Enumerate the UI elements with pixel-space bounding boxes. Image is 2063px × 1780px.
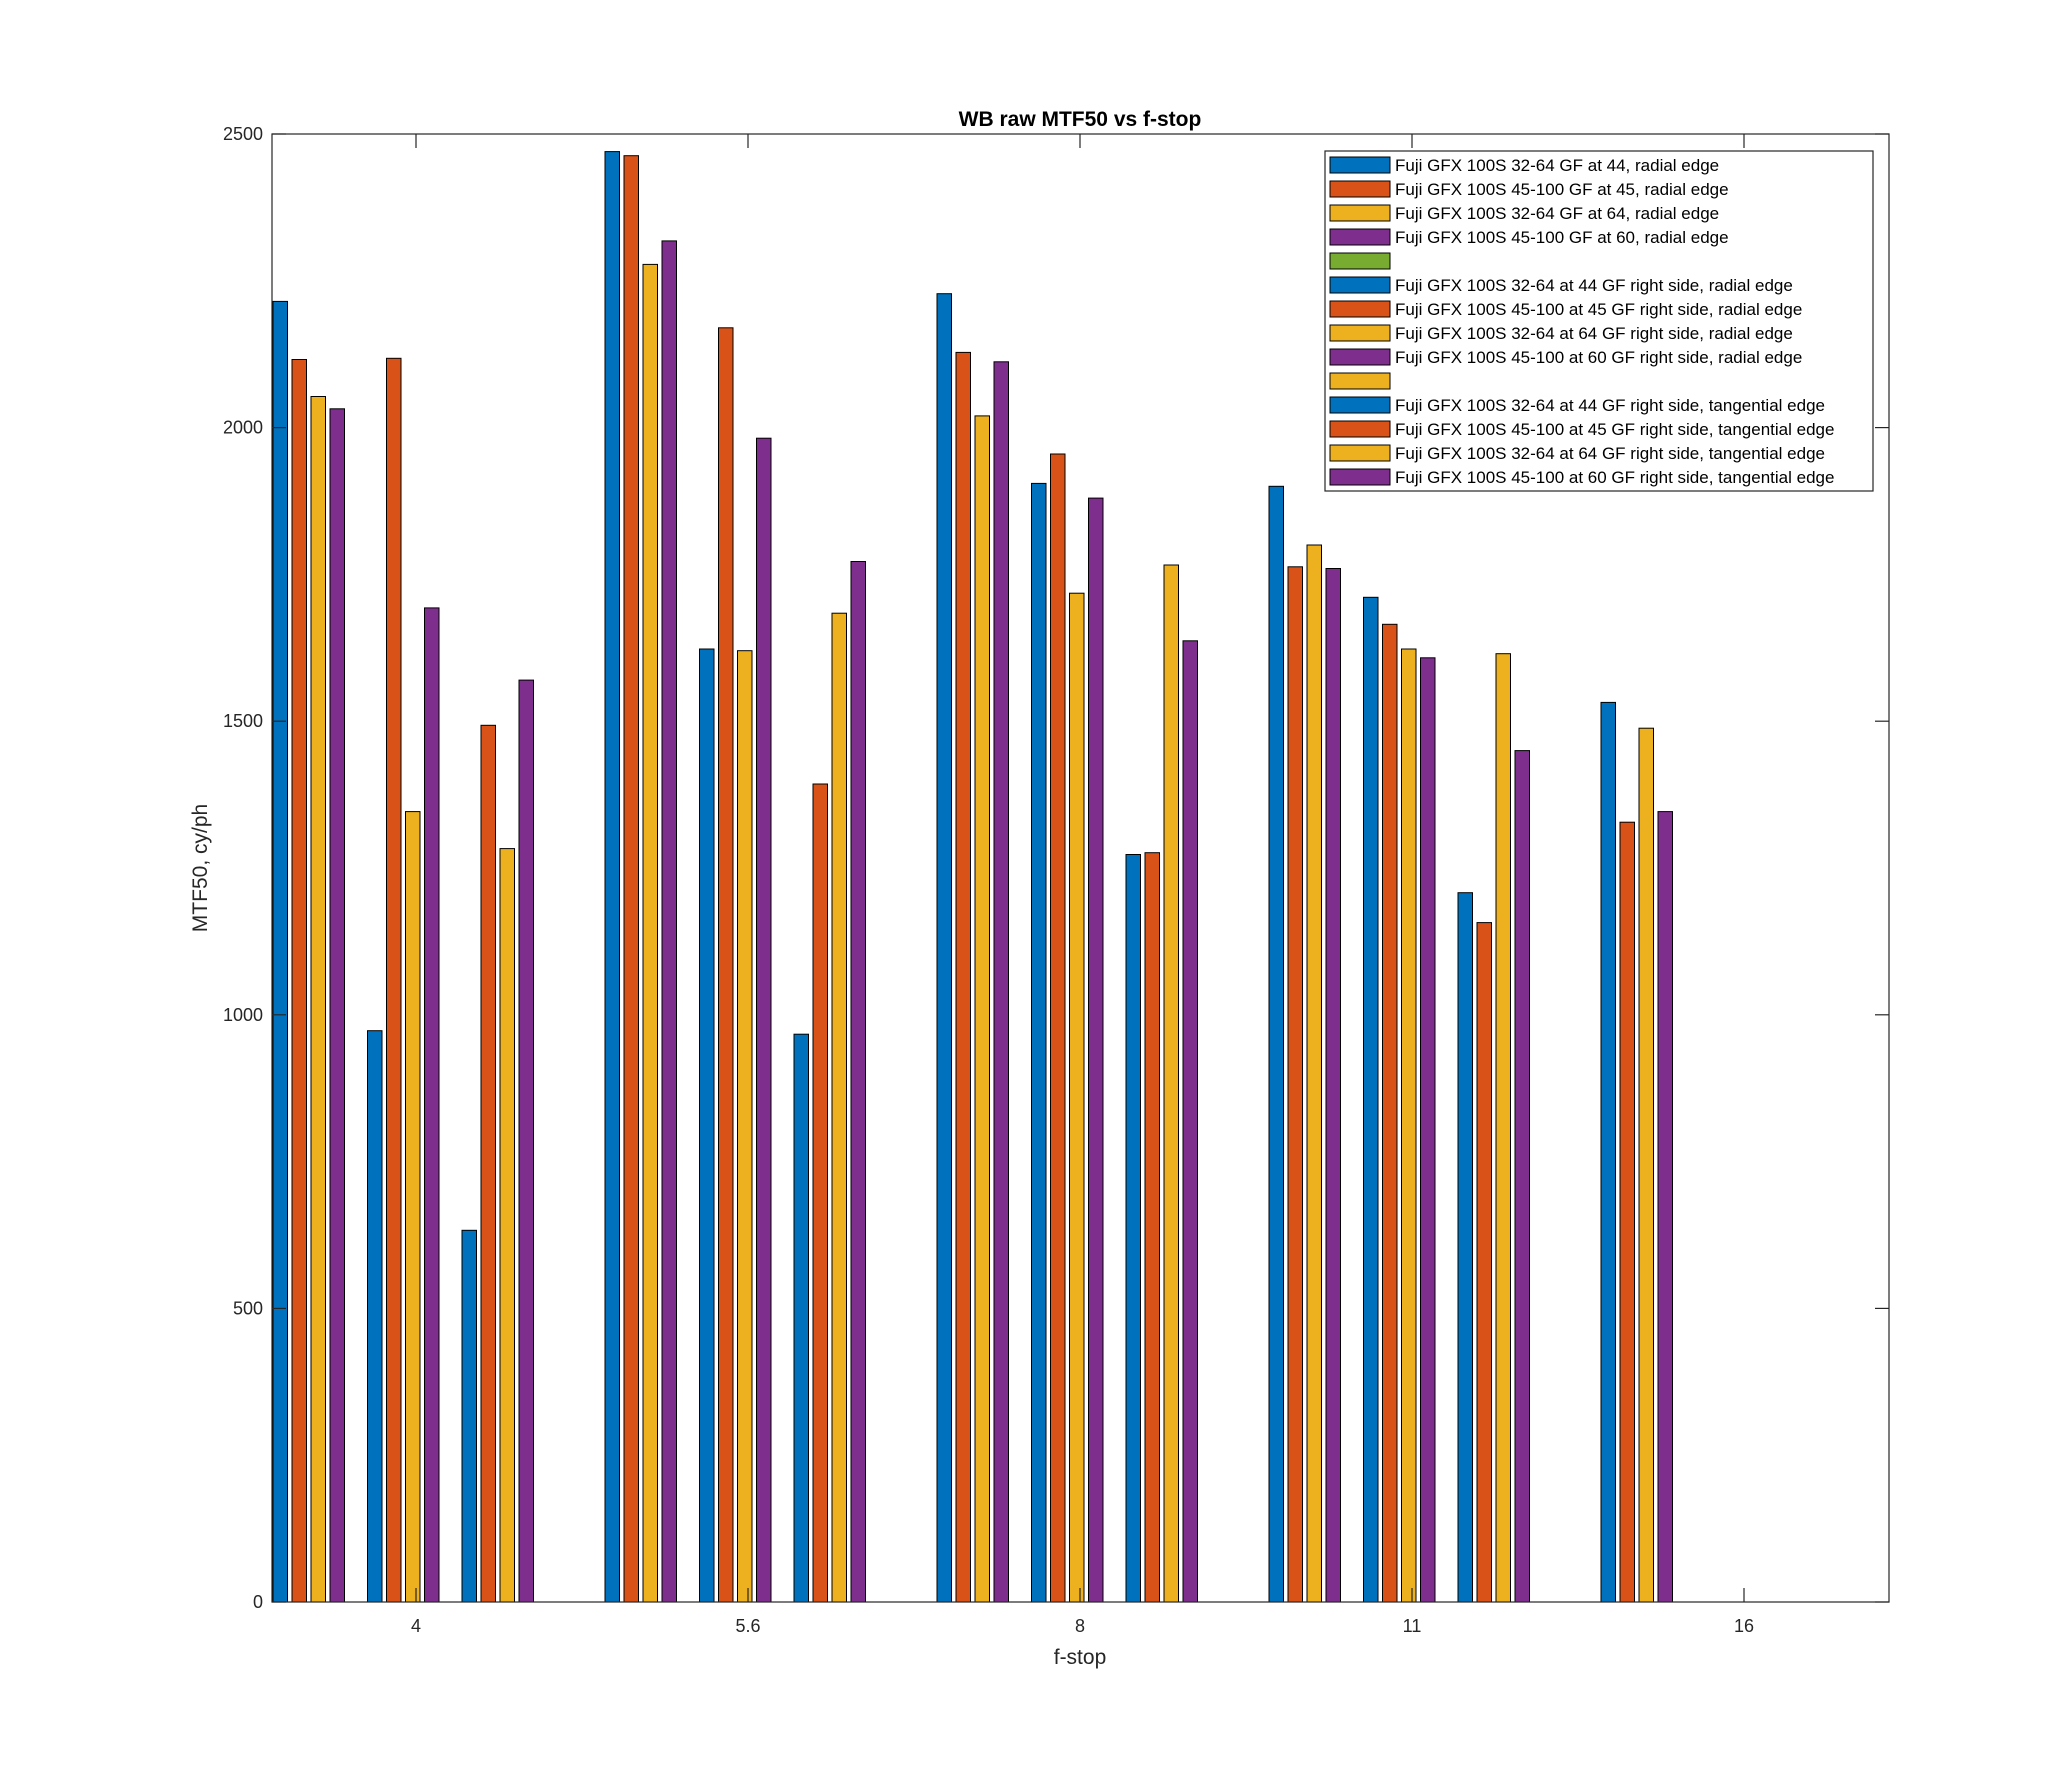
legend[interactable]: Fuji GFX 100S 32-64 GF at 44, radial edg… [1324, 150, 1874, 492]
bar [367, 1030, 383, 1603]
bar [1125, 854, 1141, 1603]
bar [1069, 592, 1085, 1603]
legend-swatch [1329, 180, 1391, 198]
x-tick-label: 5.6 [735, 1616, 760, 1636]
legend-swatch [1329, 156, 1391, 174]
bar [756, 437, 772, 1603]
bar [1306, 544, 1322, 1603]
y-tick-label: 1000 [223, 1005, 263, 1025]
bar [1088, 497, 1104, 1603]
legend-entry-label: Fuji GFX 100S 32-64 GF at 44, radial edg… [1395, 156, 1719, 175]
bar [310, 396, 326, 1603]
bar [812, 783, 828, 1603]
legend-swatch [1329, 204, 1391, 222]
bar [1363, 596, 1379, 1603]
bar [480, 724, 496, 1603]
legend-entry-label: Fuji GFX 100S 45-100 at 60 GF right side… [1395, 468, 1834, 487]
bar [604, 151, 620, 1603]
legend-swatch [1329, 252, 1391, 270]
bar [955, 351, 971, 1603]
y-tick-label: 500 [233, 1298, 263, 1318]
bar [642, 263, 658, 1603]
bar [424, 607, 440, 1603]
x-axis-label: f-stop [1054, 1646, 1107, 1669]
bar [1268, 485, 1284, 1603]
bar [272, 300, 288, 1603]
legend-swatch [1329, 420, 1391, 438]
bar [386, 357, 402, 1603]
legend-swatch [1329, 300, 1391, 318]
y-tick-label: 1500 [223, 711, 263, 731]
y-axis-ticks: 0 500 1000 1500 2000 2500 [223, 124, 1889, 1612]
bar [518, 679, 534, 1603]
bar [1638, 727, 1654, 1603]
bar [1514, 750, 1530, 1603]
bar [718, 327, 734, 1603]
legend-entry-label: Fuji GFX 100S 32-64 at 64 GF right side,… [1395, 324, 1793, 343]
legend-swatch [1329, 444, 1391, 462]
bar [329, 408, 345, 1603]
chart-title: WB raw MTF50 vs f-stop [959, 108, 1202, 131]
bar [1144, 852, 1160, 1603]
y-tick-label: 0 [253, 1592, 263, 1612]
legend-entry-label: Fuji GFX 100S 45-100 at 60 GF right side… [1395, 348, 1802, 367]
bar [850, 561, 866, 1603]
bar [1476, 922, 1492, 1603]
legend-entry-label: Fuji GFX 100S 45-100 GF at 60, radial ed… [1395, 228, 1729, 247]
x-tick-label: 11 [1403, 1616, 1422, 1636]
bar [936, 293, 952, 1603]
legend-swatch [1329, 276, 1391, 294]
legend-box [1324, 150, 1874, 492]
legend-entry-label: Fuji GFX 100S 32-64 at 64 GF right side,… [1395, 444, 1825, 463]
bar [1420, 657, 1436, 1603]
legend-swatch [1329, 324, 1391, 342]
x-axis-ticks: 4 5.6 8 11 16 [411, 134, 1754, 1636]
bar [1495, 653, 1511, 1603]
legend-entry-label: Fuji GFX 100S 45-100 at 45 GF right side… [1395, 420, 1834, 439]
bar [1163, 564, 1179, 1603]
bar [1382, 623, 1398, 1603]
bar [1031, 482, 1047, 1603]
bar [461, 1229, 477, 1603]
legend-swatch [1329, 396, 1391, 414]
x-tick-label: 4 [411, 1616, 421, 1636]
legend-entry-label: Fuji GFX 100S 32-64 at 44 GF right side,… [1395, 276, 1793, 295]
legend-swatch [1329, 228, 1391, 246]
bar [1657, 811, 1673, 1603]
bar [291, 359, 307, 1603]
legend-swatch [1329, 468, 1391, 486]
x-tick-label: 8 [1075, 1616, 1085, 1636]
y-tick-label: 2500 [223, 124, 263, 144]
bar [737, 650, 753, 1603]
bar [993, 361, 1009, 1603]
legend-entry-label: Fuji GFX 100S 45-100 GF at 45, radial ed… [1395, 180, 1729, 199]
bar [831, 612, 847, 1603]
bar [793, 1033, 809, 1603]
legend-swatch [1329, 348, 1391, 366]
bar [699, 648, 715, 1603]
bar [1325, 568, 1341, 1603]
bar [1619, 821, 1635, 1603]
bar [1600, 701, 1616, 1603]
bar [1050, 453, 1066, 1603]
legend-entry-label: Fuji GFX 100S 45-100 at 45 GF right side… [1395, 300, 1802, 319]
bar [499, 848, 515, 1603]
x-tick-label: 16 [1734, 1616, 1754, 1636]
bar [1182, 640, 1198, 1603]
bar [1457, 892, 1473, 1603]
legend-entry-label: Fuji GFX 100S 32-64 GF at 64, radial edg… [1395, 204, 1719, 223]
bar [1287, 566, 1303, 1603]
bar [974, 415, 990, 1603]
legend-entry-label: Fuji GFX 100S 32-64 at 44 GF right side,… [1395, 396, 1825, 415]
bar [661, 240, 677, 1603]
y-axis-label: MTF50, cy/ph [189, 804, 212, 932]
bar [1401, 648, 1417, 1603]
bar [623, 155, 639, 1603]
bar [405, 811, 421, 1603]
legend-swatch [1329, 372, 1391, 390]
y-tick-label: 2000 [223, 418, 263, 438]
